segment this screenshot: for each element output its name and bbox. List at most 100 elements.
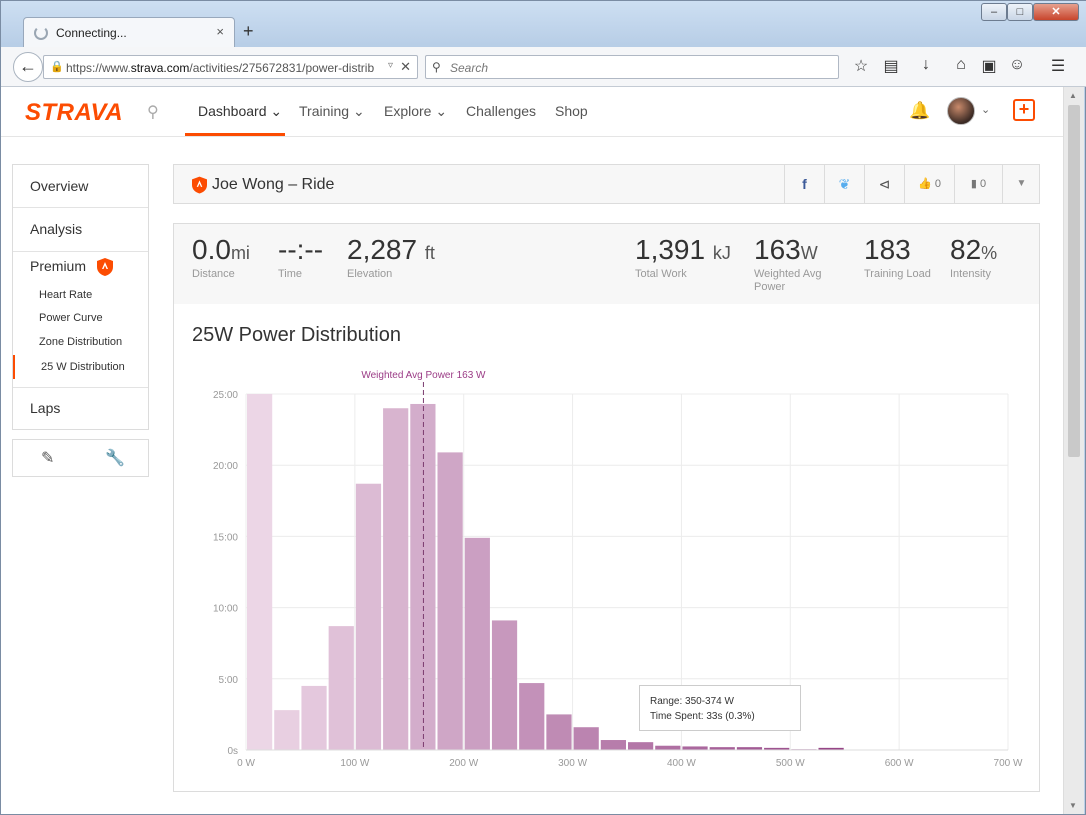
search-bar[interactable]: ⚲ Search <box>425 55 839 79</box>
page-scrollbar[interactable]: ▲ ▼ <box>1063 87 1084 814</box>
pocket-icon[interactable]: ▣ <box>981 58 997 75</box>
sidebar-item-laps[interactable]: Laps <box>30 400 61 416</box>
nav-explore[interactable]: Explore ⌄ <box>384 103 448 119</box>
lock-icon: 🔒 <box>50 61 64 73</box>
power-distribution-chart: 0s 5:00 10:00 15:00 20:00 25:00 0 W 100 W 200 W 3… <box>213 370 1023 769</box>
bookmark-star-icon[interactable]: ☆ <box>853 58 869 75</box>
url-bar[interactable]: 🔒 https://www.strava.com/activities/2756… <box>43 55 418 79</box>
histogram-bar <box>274 710 300 750</box>
x-tick-label: 0 W <box>237 758 255 769</box>
stats-panel: 0.0mi Distance --:-- Time 2,287 ft Eleva… <box>173 223 1040 305</box>
activity-title[interactable]: Joe Wong – Ride <box>212 176 335 193</box>
new-tab-button[interactable]: + <box>243 21 254 41</box>
sidebar-sub-power-curve[interactable]: Power Curve <box>39 312 103 324</box>
stat-intensity: 82% Intensity <box>950 234 998 280</box>
user-avatar[interactable] <box>947 97 975 125</box>
scrollbar-thumb[interactable] <box>1068 105 1080 457</box>
histogram-bar <box>491 620 518 750</box>
reading-list-icon[interactable]: ▤ <box>883 58 899 75</box>
share-button[interactable]: ⊲ <box>864 165 904 203</box>
menu-icon[interactable]: ☰ <box>1050 58 1066 75</box>
histogram-bar <box>655 745 681 750</box>
stat-training-load: 183 Training Load <box>864 234 931 280</box>
divider <box>13 251 148 252</box>
nav-challenges[interactable]: Challenges <box>466 103 537 119</box>
sidebar-tools: ✎ 🔧 <box>12 439 149 477</box>
strava-top-nav: STRAVA ⚲ Dashboard ⌄ Training ⌄ Explore … <box>1 87 1063 137</box>
y-tick-label: 5:00 <box>219 675 239 686</box>
tab-title: Connecting... <box>56 26 127 40</box>
x-tick-label: 300 W <box>558 758 587 769</box>
facebook-share-button[interactable]: f <box>784 165 824 203</box>
stop-loading-icon[interactable]: ✕ <box>400 59 411 74</box>
search-placeholder: Search <box>450 61 489 75</box>
sidebar-item-premium[interactable]: Premium <box>30 258 87 274</box>
scroll-down-icon[interactable]: ▼ <box>1069 801 1077 810</box>
scroll-up-icon[interactable]: ▲ <box>1069 91 1077 100</box>
sidebar-item-analysis[interactable]: Analysis <box>30 221 83 237</box>
more-actions-chevron-down-icon[interactable]: ▼ <box>1002 165 1040 203</box>
comment-count: 0 <box>980 178 987 190</box>
histogram-bar <box>600 740 626 750</box>
wrench-icon[interactable]: 🔧 <box>105 450 125 467</box>
notifications-bell-icon[interactable]: 🔔 <box>909 101 931 120</box>
upload-button[interactable]: + <box>1013 99 1035 121</box>
loading-spinner-icon <box>34 26 48 40</box>
maximize-button[interactable]: □ <box>1007 3 1033 21</box>
tooltip-time: Time Spent: 33s (0.3%) <box>650 711 755 722</box>
browser-tab[interactable]: Connecting... × <box>23 17 235 47</box>
thumbs-up-icon: 👍 <box>918 178 932 190</box>
chart-title: 25W Power Distribution <box>192 324 401 346</box>
histogram-bar <box>818 747 844 750</box>
histogram-bar <box>546 714 572 750</box>
nav-shop[interactable]: Shop <box>555 103 588 119</box>
twitter-share-button[interactable]: ❦ <box>824 165 864 203</box>
nav-training[interactable]: Training ⌄ <box>299 103 365 119</box>
y-tick-label: 15:00 <box>213 532 238 543</box>
kudos-button[interactable]: 👍 0 <box>904 165 954 203</box>
x-tick-label: 200 W <box>449 758 478 769</box>
close-window-button[interactable]: ✕ <box>1033 3 1079 21</box>
chart-tooltip: Range: 350-374 W Time Spent: 33s (0.3%) <box>639 685 801 731</box>
histogram-bar <box>328 626 354 750</box>
divider <box>13 387 148 388</box>
x-tick-label: 100 W <box>340 758 369 769</box>
sidebar-item-overview[interactable]: Overview <box>30 178 89 194</box>
back-button[interactable]: ← <box>13 52 43 82</box>
strava-logo[interactable]: STRAVA <box>25 99 124 126</box>
comment-icon: ▮ <box>970 178 977 190</box>
sidebar-sub-zone-distribution[interactable]: Zone Distribution <box>39 336 123 348</box>
url-text: https://www.strava.com/activities/275672… <box>66 61 375 75</box>
active-nav-underline <box>185 133 285 136</box>
sidebar-menu: Overview Analysis Premium Heart Rate Pow… <box>12 164 149 430</box>
sidebar-sub-heart-rate[interactable]: Heart Rate <box>39 289 93 301</box>
download-icon[interactable]: ↓ <box>922 56 930 73</box>
nav-search-icon[interactable]: ⚲ <box>147 104 159 121</box>
url-dropdown-icon[interactable]: ▿ <box>387 60 393 71</box>
home-icon[interactable]: ⌂ <box>956 56 966 73</box>
histogram-bar <box>437 452 463 750</box>
y-tick-label: 10:00 <box>213 604 238 615</box>
histogram-bar <box>247 394 273 750</box>
x-tick-label: 700 W <box>994 758 1023 769</box>
x-tick-label: 600 W <box>885 758 914 769</box>
x-tick-label: 400 W <box>667 758 696 769</box>
avatar-chevron-down-icon[interactable]: ⌄ <box>981 104 991 116</box>
premium-badge-icon <box>97 258 113 276</box>
minimize-button[interactable]: – <box>981 3 1007 21</box>
comments-button[interactable]: ▮ 0 <box>954 165 1002 203</box>
browser-toolbar: ← 🔒 https://www.strava.com/activities/27… <box>1 47 1086 87</box>
histogram-bar <box>519 683 545 750</box>
nav-dashboard[interactable]: Dashboard ⌄ <box>198 103 283 119</box>
stat-elevation: 2,287 ft Elevation <box>347 234 435 280</box>
histogram-bar <box>682 746 708 750</box>
sidebar-sub-25w-distribution[interactable]: 25 W Distribution <box>13 355 148 379</box>
stat-total-work: 1,391 kJ Total Work <box>635 234 731 280</box>
chat-icon[interactable]: ☺ <box>1008 56 1026 73</box>
histogram-bar <box>301 685 327 750</box>
tab-close-icon[interactable]: × <box>216 24 224 39</box>
histogram-bar <box>355 483 382 750</box>
edit-pencil-icon[interactable]: ✎ <box>41 450 55 467</box>
kudos-count: 0 <box>934 178 941 190</box>
histogram-bar <box>764 747 790 750</box>
